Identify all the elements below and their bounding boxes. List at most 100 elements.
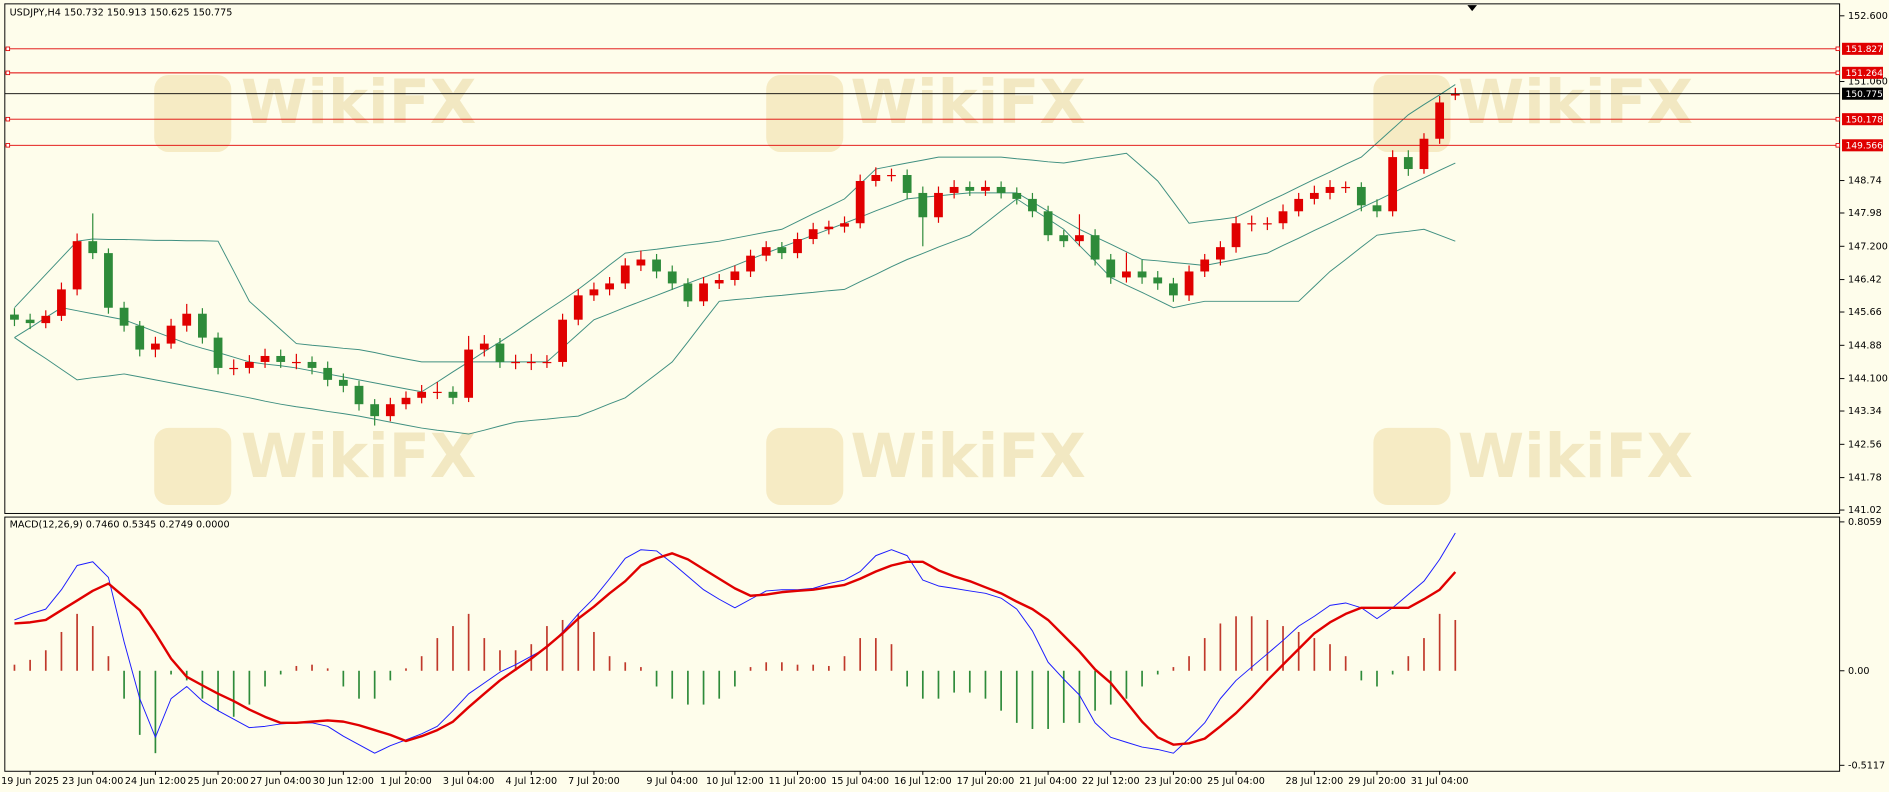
- histogram-bar: [436, 638, 439, 671]
- histogram-bar: [44, 650, 47, 671]
- candle-body: [558, 319, 567, 362]
- candle-body: [1059, 235, 1069, 242]
- candle-body: [338, 379, 348, 386]
- histogram-bar: [60, 631, 63, 671]
- logo: [154, 427, 232, 506]
- candle-body: [25, 319, 35, 324]
- candle-body: [840, 223, 849, 227]
- x-tick-label: 28 Jul 12:00: [1285, 776, 1343, 787]
- histogram-bar: [546, 626, 548, 671]
- candle-body: [1372, 205, 1382, 212]
- candle-body: [1435, 102, 1445, 139]
- histogram-bar: [1188, 656, 1190, 671]
- candle-body: [1247, 223, 1257, 225]
- candle-body: [981, 186, 990, 191]
- y-tick-label: 141.78: [1848, 473, 1882, 484]
- histogram-bar: [1203, 638, 1206, 671]
- histogram-bar: [968, 670, 971, 693]
- chart-title: USDJPY,H4 150.732 150.913 150.625 150.77…: [10, 7, 233, 18]
- level-anchor: [1835, 116, 1841, 122]
- histogram-bar: [734, 670, 736, 687]
- histogram-bar: [499, 650, 501, 671]
- histogram-bar: [311, 664, 313, 671]
- histogram-bar: [76, 613, 78, 671]
- candle-body: [918, 192, 928, 218]
- candle-body: [151, 343, 160, 350]
- watermark-logos: [154, 74, 1451, 506]
- watermarks: WikiFX WikiFX WikiFX WikiFX WikiFX WikiFX: [154, 68, 1693, 506]
- histogram-bar: [217, 670, 219, 711]
- histogram-bar: [1391, 670, 1394, 675]
- level-label: 150.775: [1846, 90, 1883, 100]
- histogram-bar: [342, 670, 345, 687]
- candle-body: [1012, 192, 1022, 199]
- level-anchor: [1835, 143, 1841, 148]
- histogram-bar: [718, 670, 721, 699]
- candle-body: [495, 343, 505, 362]
- histogram-bar: [655, 670, 658, 687]
- histogram-bar: [467, 613, 470, 671]
- candle-body: [793, 239, 802, 254]
- candle-body: [887, 175, 896, 177]
- histogram-bar: [1031, 670, 1034, 729]
- histogram-bar: [405, 668, 407, 671]
- candle-body: [934, 192, 943, 218]
- candle-body: [761, 247, 771, 256]
- candle-body: [1309, 192, 1319, 199]
- histogram-bar: [1297, 631, 1300, 671]
- histogram-bar: [781, 662, 783, 671]
- histogram-bar: [13, 664, 16, 671]
- histogram-bar: [264, 670, 266, 687]
- x-tick-label: 31 Jul 04:00: [1411, 776, 1469, 787]
- candle-body: [213, 337, 223, 368]
- level-label-box: [1842, 66, 1883, 79]
- candle-body: [777, 247, 787, 254]
- level-label: 150.178: [1846, 115, 1884, 125]
- candle-body: [448, 391, 458, 398]
- histogram-bar: [1094, 670, 1096, 711]
- histogram-bar: [1313, 638, 1316, 671]
- x-tick-label: 21 Jul 04:00: [1019, 776, 1077, 787]
- x-tick-label: 17 Jul 20:00: [957, 776, 1015, 787]
- y-tick-label: 143.34: [1848, 406, 1882, 417]
- candle-body: [730, 271, 740, 281]
- level-label: 149.566: [1846, 141, 1884, 151]
- level-anchor: [5, 46, 11, 52]
- histogram-bar: [1282, 626, 1284, 671]
- histogram-bar: [796, 664, 799, 671]
- level-label: 151.264: [1846, 69, 1884, 79]
- macd-title: MACD(12,26,9) 0.7460 0.5345 0.2749 0.000…: [10, 519, 230, 530]
- macd-panel-frame: [4, 516, 1841, 772]
- candle-body: [307, 361, 317, 368]
- histogram-bar: [1015, 670, 1018, 723]
- watermark: WikiFX: [851, 422, 1086, 492]
- candle-body: [996, 186, 1006, 193]
- candle-body: [10, 314, 19, 320]
- histogram-bar: [138, 670, 141, 735]
- histogram-bar: [843, 656, 846, 671]
- candle-body: [1294, 198, 1304, 212]
- candle-body: [1106, 259, 1116, 278]
- histogram-bar: [154, 670, 157, 754]
- candle-body: [1341, 186, 1351, 189]
- y-tick-label: 0.00: [1848, 666, 1869, 677]
- histogram-bar: [859, 638, 862, 671]
- candle-body: [714, 280, 724, 284]
- y-tick-label: 147.98: [1848, 208, 1882, 219]
- histogram-bar: [452, 626, 454, 671]
- candle-body: [244, 361, 254, 368]
- candle-body: [119, 307, 129, 326]
- level-label: 151.827: [1846, 45, 1883, 55]
- histogram-bar: [687, 670, 689, 705]
- candle-body: [1028, 198, 1037, 212]
- x-tick-label: 25 Jun 20:00: [187, 776, 248, 787]
- x-tick-label: 23 Jun 04:00: [62, 776, 123, 787]
- y-tick-label: 151.060: [1848, 77, 1888, 88]
- candle-body: [41, 315, 51, 324]
- level-label-box: [1842, 42, 1883, 55]
- x-tick-label: 9 Jul 04:00: [646, 776, 698, 787]
- histogram-bar: [1062, 670, 1065, 723]
- logo: [766, 74, 844, 153]
- macd-line: [14, 552, 1457, 746]
- histogram-bar: [1423, 638, 1425, 671]
